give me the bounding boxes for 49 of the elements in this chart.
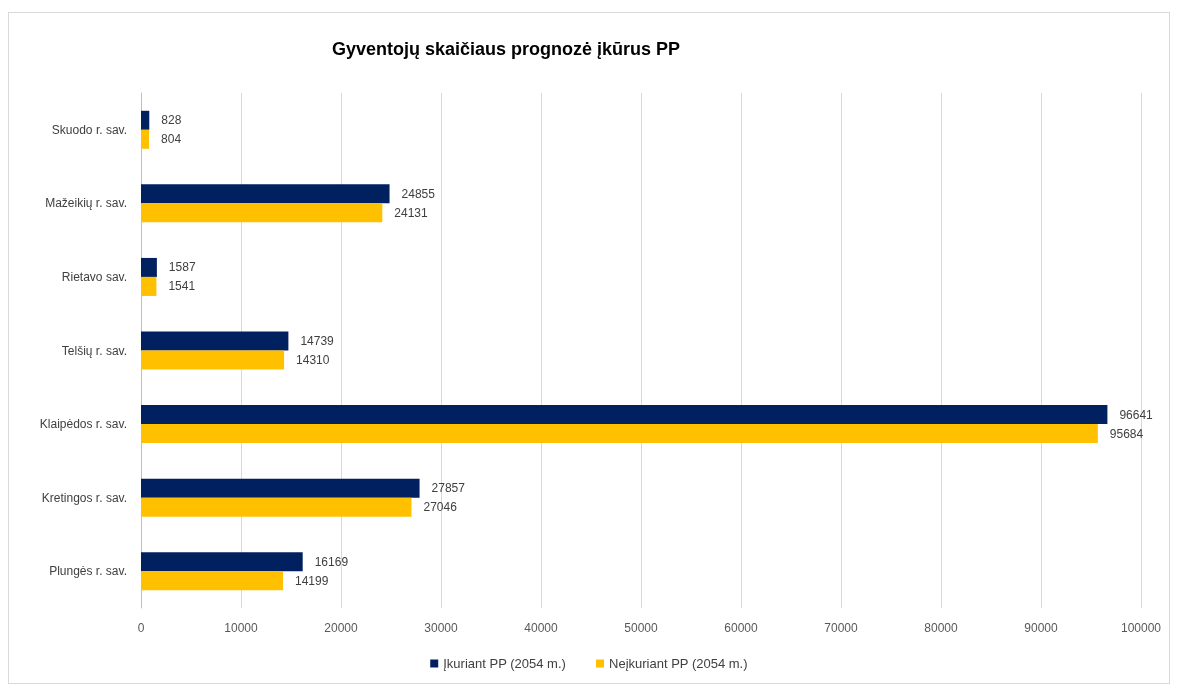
data-label: 14739 xyxy=(300,334,335,348)
x-tick-label: 90000 xyxy=(1024,621,1059,635)
bar xyxy=(141,497,412,517)
bar xyxy=(141,257,157,277)
y-tick-label: Skuodo r. sav. xyxy=(51,122,127,137)
x-tick-label: 70000 xyxy=(824,621,859,635)
bar xyxy=(141,424,1098,444)
bar xyxy=(141,350,285,370)
bar xyxy=(141,110,150,130)
data-label: 24855 xyxy=(401,186,436,201)
data-label: 1541 xyxy=(168,279,196,294)
x-tick-label: 0 xyxy=(137,621,145,635)
bar xyxy=(141,203,383,223)
data-label: 1587 xyxy=(168,260,196,275)
y-tick-label: Mažeikių r. sav. xyxy=(45,196,127,211)
x-tick-label: 20000 xyxy=(324,621,359,635)
x-tick-label: 80000 xyxy=(924,621,959,635)
legend-label: Įkuriant PP (2054 m.) xyxy=(443,656,566,671)
x-tick-label: 30000 xyxy=(424,621,459,635)
data-label: 96641 xyxy=(1119,407,1154,422)
y-tick-label: Plungės r. sav. xyxy=(49,564,127,579)
data-label: 27857 xyxy=(431,481,466,496)
y-tick-label: Kretingos r. sav. xyxy=(41,490,127,505)
x-tick-label: 100000 xyxy=(1120,621,1162,635)
chart-title: Gyventojų skaičiaus prognozė įkūrus PP xyxy=(332,39,681,59)
data-label: 16169 xyxy=(314,554,349,569)
bar xyxy=(141,184,390,204)
data-label: 14199 xyxy=(294,573,329,588)
x-tick-label: 50000 xyxy=(624,621,659,635)
y-tick-label: Telšių r. sav. xyxy=(61,343,127,358)
data-label: 24131 xyxy=(394,205,429,220)
bar xyxy=(141,552,303,572)
y-tick-label: Klaipėdos r. sav. xyxy=(39,417,127,432)
data-label: 828 xyxy=(161,113,182,128)
bar xyxy=(141,478,420,498)
data-label: 95684 xyxy=(1109,426,1144,441)
x-tick-label: 40000 xyxy=(524,621,559,635)
bar xyxy=(141,276,157,296)
data-label: 27046 xyxy=(423,500,458,515)
bar xyxy=(141,129,150,149)
data-label: 14310 xyxy=(296,353,330,367)
bar xyxy=(141,405,1108,425)
bar xyxy=(141,331,289,351)
legend-label: Neįkuriant PP (2054 m.) xyxy=(609,656,748,671)
x-tick-label: 10000 xyxy=(224,621,259,635)
bar xyxy=(141,571,283,591)
data-label: 804 xyxy=(161,132,182,147)
y-tick-label: Rietavo sav. xyxy=(61,269,127,284)
x-tick-label: 60000 xyxy=(724,621,759,635)
